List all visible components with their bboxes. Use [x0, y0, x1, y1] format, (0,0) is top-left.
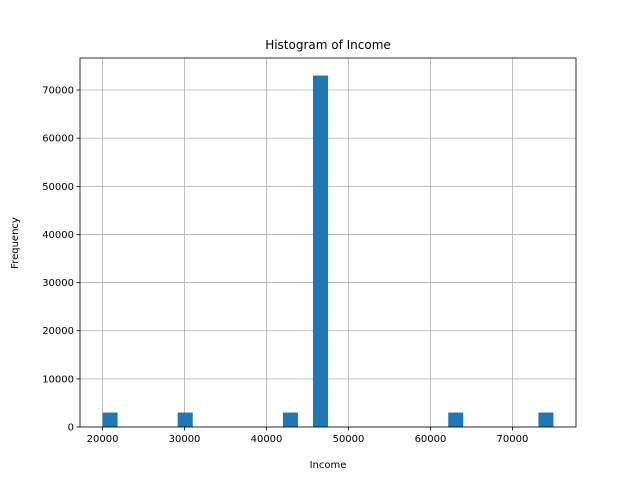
y-axis: 0 10000 20000 30000 40000 50000 60000 70000	[42, 86, 80, 434]
x-tick-label: 70000	[497, 434, 529, 445]
histogram-bar	[448, 412, 464, 427]
x-tick-label: 30000	[169, 434, 201, 445]
histogram-bar	[102, 412, 118, 427]
chart-title: Histogram of Income	[265, 38, 391, 52]
y-tick-label: 0	[68, 423, 74, 434]
histogram-bar	[177, 412, 193, 427]
plot-frame	[79, 57, 577, 428]
y-tick-label: 60000	[42, 134, 74, 145]
x-axis-label: Income	[310, 460, 347, 471]
y-tick-label: 70000	[42, 86, 74, 97]
histogram-bars	[102, 75, 554, 428]
y-tick-label: 40000	[42, 230, 74, 241]
x-tick-label: 40000	[251, 434, 283, 445]
y-tick-label: 50000	[42, 182, 74, 193]
x-tick-label: 20000	[87, 434, 119, 445]
histogram-bar	[312, 75, 328, 428]
x-axis: 20000 30000 40000 50000 60000 70000	[87, 427, 529, 445]
x-tick-label: 50000	[333, 434, 365, 445]
x-tick-label: 60000	[415, 434, 447, 445]
y-tick-label: 20000	[42, 326, 74, 337]
y-axis-label: Frequency	[10, 217, 21, 269]
y-tick-label: 30000	[42, 278, 74, 289]
y-tick-label: 10000	[42, 374, 74, 385]
histogram-bar	[538, 412, 554, 427]
histogram-bar	[282, 412, 298, 427]
